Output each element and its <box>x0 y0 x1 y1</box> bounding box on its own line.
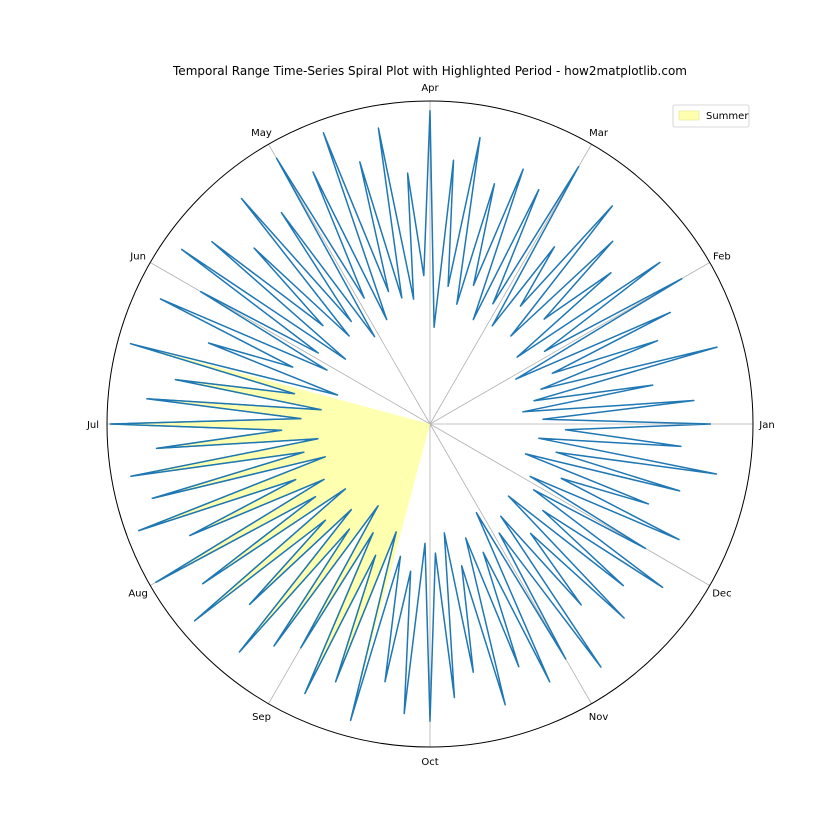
month-label-oct: Oct <box>421 757 438 768</box>
month-label-jun: Jun <box>129 252 146 263</box>
grid-spoke-may <box>268 144 431 425</box>
month-label-sep: Sep <box>252 712 271 723</box>
legend-swatch-summer <box>678 110 700 121</box>
month-label-mar: Mar <box>589 128 609 139</box>
month-label-dec: Dec <box>712 589 731 600</box>
month-label-jul: Jul <box>86 420 99 431</box>
month-label-feb: Feb <box>713 252 731 263</box>
legend-frame <box>672 104 750 128</box>
month-label-apr: Apr <box>421 83 439 94</box>
month-label-jan: Jan <box>758 420 774 431</box>
grid-spoke-jun <box>150 262 431 425</box>
grid-spoke-mar <box>429 144 592 425</box>
month-labels: Jan Feb Mar Apr May Jun Jul Aug Sep Oct Nov Dec <box>86 83 775 768</box>
chart-title: Temporal Range Time-Series Spiral Plot w… <box>172 64 687 78</box>
month-label-nov: Nov <box>589 712 609 723</box>
series-line-0 <box>109 109 718 722</box>
grid-spoke-dec <box>429 423 710 586</box>
month-label-aug: Aug <box>128 589 148 600</box>
legend: Summer <box>672 104 750 128</box>
grid-spoke-nov <box>429 423 592 704</box>
polar-frame <box>106 100 754 748</box>
series-layer <box>109 109 718 722</box>
legend-label-summer: Summer <box>706 111 749 122</box>
month-label-may: May <box>251 128 272 139</box>
